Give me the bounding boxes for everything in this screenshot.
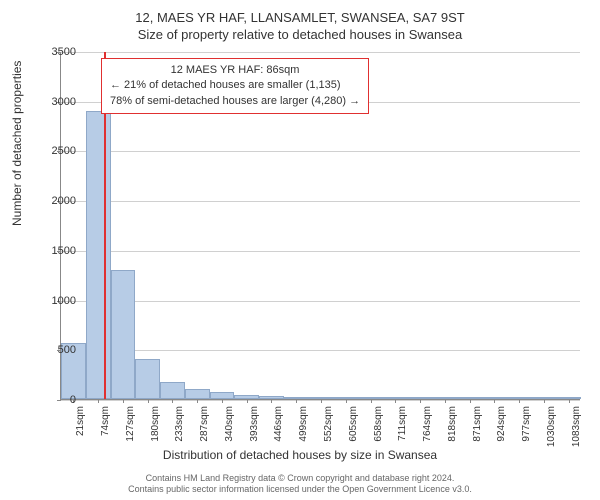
ytick-label: 3000: [26, 96, 76, 108]
xtick-label: 21sqm: [75, 406, 86, 436]
gridline: [61, 251, 580, 252]
histogram-bar: [185, 389, 210, 399]
xtick-mark: [544, 399, 545, 403]
plot-area: 12 MAES YR HAF: 86sqm ← 21% of detached …: [60, 52, 580, 400]
xtick-label: 658sqm: [373, 406, 384, 442]
callout-line3: 78% of semi-detached houses are larger (…: [110, 94, 360, 109]
xtick-mark: [197, 399, 198, 403]
histogram-bar: [135, 359, 160, 399]
xtick-label: 711sqm: [397, 406, 408, 441]
xtick-mark: [123, 399, 124, 403]
xtick-mark: [494, 399, 495, 403]
footer-line1: Contains HM Land Registry data © Crown c…: [0, 473, 600, 485]
xtick-mark: [321, 399, 322, 403]
gridline: [61, 350, 580, 351]
gridline: [61, 151, 580, 152]
xtick-label: 499sqm: [298, 406, 309, 442]
xtick-mark: [346, 399, 347, 403]
xtick-label: 605sqm: [348, 406, 359, 442]
xtick-label: 446sqm: [273, 406, 284, 442]
xtick-label: 977sqm: [521, 406, 532, 442]
xtick-mark: [296, 399, 297, 403]
xtick-mark: [271, 399, 272, 403]
xtick-mark: [420, 399, 421, 403]
ytick-label: 500: [26, 344, 76, 356]
chart-container: 12, MAES YR HAF, LLANSAMLET, SWANSEA, SA…: [0, 0, 600, 500]
x-axis-label: Distribution of detached houses by size …: [0, 448, 600, 462]
xtick-mark: [519, 399, 520, 403]
title-address: 12, MAES YR HAF, LLANSAMLET, SWANSEA, SA…: [0, 0, 600, 25]
gridline: [61, 52, 580, 53]
callout-line1: 12 MAES YR HAF: 86sqm: [110, 63, 360, 78]
histogram-bar: [160, 382, 185, 399]
histogram-bar: [86, 111, 111, 399]
xtick-mark: [569, 399, 570, 403]
footer: Contains HM Land Registry data © Crown c…: [0, 473, 600, 496]
gridline: [61, 201, 580, 202]
ytick-label: 2000: [26, 195, 76, 207]
xtick-label: 233sqm: [174, 406, 185, 442]
histogram-bar: [111, 270, 136, 399]
xtick-label: 1030sqm: [546, 406, 557, 447]
histogram-bar: [210, 392, 235, 399]
xtick-label: 552sqm: [323, 406, 334, 442]
xtick-label: 871sqm: [472, 406, 483, 442]
title-subtitle: Size of property relative to detached ho…: [0, 25, 600, 42]
xtick-label: 764sqm: [422, 406, 433, 442]
xtick-mark: [222, 399, 223, 403]
y-axis-label: Number of detached properties: [10, 61, 24, 226]
ytick-label: 0: [26, 394, 76, 406]
xtick-label: 74sqm: [100, 406, 111, 436]
xtick-mark: [98, 399, 99, 403]
xtick-mark: [247, 399, 248, 403]
ytick-label: 3500: [26, 46, 76, 58]
xtick-label: 1083sqm: [571, 406, 582, 447]
xtick-mark: [172, 399, 173, 403]
xtick-label: 287sqm: [199, 406, 210, 442]
xtick-mark: [371, 399, 372, 403]
ytick-label: 1500: [26, 245, 76, 257]
callout-line2: ← 21% of detached houses are smaller (1,…: [110, 78, 360, 93]
callout-box: 12 MAES YR HAF: 86sqm ← 21% of detached …: [101, 58, 369, 114]
xtick-mark: [445, 399, 446, 403]
xtick-mark: [470, 399, 471, 403]
footer-line2: Contains public sector information licen…: [0, 484, 600, 496]
xtick-mark: [148, 399, 149, 403]
ytick-label: 1000: [26, 295, 76, 307]
xtick-label: 127sqm: [125, 406, 136, 442]
xtick-label: 180sqm: [150, 406, 161, 442]
xtick-mark: [395, 399, 396, 403]
xtick-label: 818sqm: [447, 406, 458, 442]
xtick-label: 924sqm: [496, 406, 507, 442]
gridline: [61, 301, 580, 302]
xtick-label: 393sqm: [249, 406, 260, 442]
xtick-label: 340sqm: [224, 406, 235, 442]
ytick-label: 2500: [26, 145, 76, 157]
